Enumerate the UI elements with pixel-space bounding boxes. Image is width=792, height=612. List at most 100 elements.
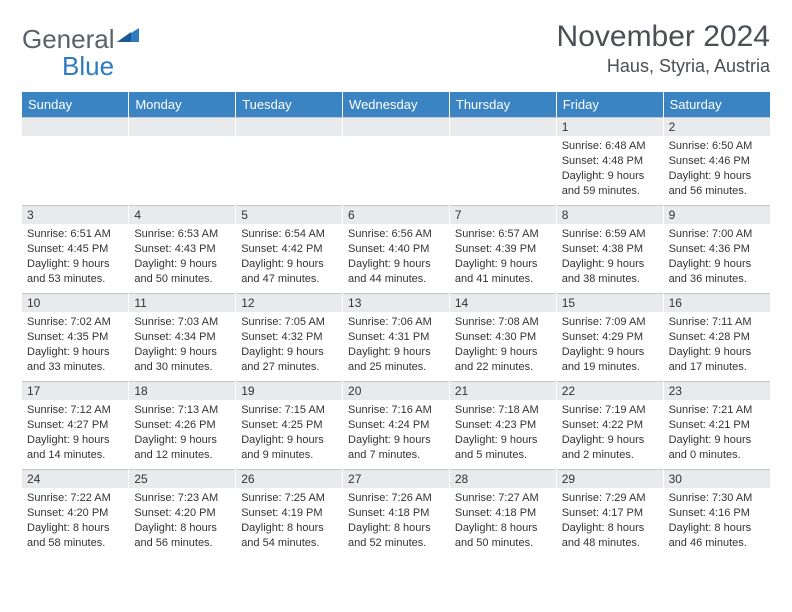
daylight1-text: Daylight: 9 hours [455,345,551,360]
day-number: 4 [129,205,235,224]
daylight1-text: Daylight: 9 hours [455,257,551,272]
calendar-cell: 3Sunrise: 6:51 AMSunset: 4:45 PMDaylight… [22,205,129,293]
day-content: Sunrise: 6:57 AMSunset: 4:39 PMDaylight:… [450,224,556,290]
sunrise-text: Sunrise: 7:12 AM [27,403,123,418]
daylight2-text: and 50 minutes. [455,536,551,551]
calendar-cell: 23 Sunrise: 7:21 AMSunset: 4:21 PMDayligh… [663,381,770,469]
sunset-text: Sunset: 4:36 PM [669,242,765,257]
sunrise-text: Sunrise: 7:05 AM [241,315,337,330]
day-content: Sunrise: 7:09 AMSunset: 4:29 PMDaylight:… [557,312,663,378]
calendar-cell: 12Sunrise: 7:05 AMSunset: 4:32 PMDayligh… [236,293,343,381]
logo: General Blue [22,20,139,80]
sunset-text: Sunset: 4:21 PM [669,418,765,433]
day-content: Sunrise: 7:05 AMSunset: 4:32 PMDaylight:… [236,312,342,378]
sunrise-text: Sunrise: 7:27 AM [455,491,551,506]
daylight2-text: and 30 minutes. [134,360,230,375]
daylight2-text: and 9 minutes. [241,448,337,463]
day-content: Sunrise: 7:13 AMSunset: 4:26 PMDaylight:… [129,400,235,466]
sunset-text: Sunset: 4:18 PM [348,506,444,521]
day-content: Sunrise: 6:54 AMSunset: 4:42 PMDaylight:… [236,224,342,290]
sunrise-text: Sunrise: 7:21 AM [669,403,765,418]
sunset-text: Sunset: 4:18 PM [455,506,551,521]
sunrise-text: Sunrise: 7:26 AM [348,491,444,506]
daylight1-text: Daylight: 9 hours [134,345,230,360]
sunset-text: Sunset: 4:45 PM [27,242,123,257]
calendar-cell: 4 Sunrise: 6:53 AMSunset: 4:43 PMDaylight… [129,205,236,293]
day-content: Sunrise: 6:59 AMSunset: 4:38 PMDaylight:… [557,224,663,290]
sunrise-text: Sunrise: 7:02 AM [27,315,123,330]
calendar-cell [343,117,450,205]
daylight2-text: and 54 minutes. [241,536,337,551]
calendar-cell: 9Sunrise: 7:00 AMSunset: 4:36 PMDaylight… [663,205,770,293]
calendar-cell: 22Sunrise: 7:19 AMSunset: 4:22 PMDayligh… [556,381,663,469]
sunset-text: Sunset: 4:20 PM [27,506,123,521]
sunset-text: Sunset: 4:48 PM [562,154,658,169]
day-content: Sunrise: 7:12 AMSunset: 4:27 PMDaylight:… [22,400,128,466]
logo-text-block: General Blue [22,26,139,80]
daylight2-text: and 0 minutes. [669,448,765,463]
calendar-cell: 30Sunrise: 7:30 AMSunset: 4:16 PMDayligh… [663,469,770,557]
day-number: 10 [22,293,128,312]
sunset-text: Sunset: 4:34 PM [134,330,230,345]
day-number: 16 [664,293,770,312]
day-number: 23 [664,381,770,400]
daylight2-text: and 7 minutes. [348,448,444,463]
day-number: 17 [22,381,128,400]
daylight2-text: and 2 minutes. [562,448,658,463]
sunrise-text: Sunrise: 7:06 AM [348,315,444,330]
calendar-cell [449,117,556,205]
sunset-text: Sunset: 4:29 PM [562,330,658,345]
header: General Blue November 2024 Haus, Styria,… [22,20,770,80]
sunset-text: Sunset: 4:28 PM [669,330,765,345]
daylight2-text: and 17 minutes. [669,360,765,375]
daylight2-text: and 50 minutes. [134,272,230,287]
logo-triangle-icon [117,26,139,47]
day-content: Sunrise: 6:48 AMSunset: 4:48 PMDaylight:… [557,136,663,202]
sunset-text: Sunset: 4:43 PM [134,242,230,257]
location: Haus, Styria, Austria [557,56,770,77]
day-number [129,117,235,136]
day-content: Sunrise: 7:23 AMSunset: 4:20 PMDaylight:… [129,488,235,554]
calendar-cell: 10Sunrise: 7:02 AMSunset: 4:35 PMDayligh… [22,293,129,381]
daylight1-text: Daylight: 8 hours [27,521,123,536]
day-content: Sunrise: 7:26 AMSunset: 4:18 PMDaylight:… [343,488,449,554]
day-number [343,117,449,136]
daylight2-text: and 36 minutes. [669,272,765,287]
calendar-cell: 8Sunrise: 6:59 AMSunset: 4:38 PMDaylight… [556,205,663,293]
sunrise-text: Sunrise: 6:54 AM [241,227,337,242]
day-content: Sunrise: 6:51 AMSunset: 4:45 PMDaylight:… [22,224,128,290]
daylight1-text: Daylight: 9 hours [348,345,444,360]
sunset-text: Sunset: 4:17 PM [562,506,658,521]
weekday-header: Tuesday [236,92,343,117]
logo-text-top: General [22,24,115,54]
daylight1-text: Daylight: 9 hours [134,257,230,272]
sunset-text: Sunset: 4:16 PM [669,506,765,521]
daylight1-text: Daylight: 9 hours [27,345,123,360]
sunset-text: Sunset: 4:27 PM [27,418,123,433]
day-number: 22 [557,381,663,400]
sunset-text: Sunset: 4:32 PM [241,330,337,345]
daylight2-text: and 19 minutes. [562,360,658,375]
daylight2-text: and 22 minutes. [455,360,551,375]
daylight1-text: Daylight: 9 hours [562,345,658,360]
day-number: 8 [557,205,663,224]
day-content: Sunrise: 7:29 AMSunset: 4:17 PMDaylight:… [557,488,663,554]
weekday-header: Saturday [663,92,770,117]
sunrise-text: Sunrise: 7:29 AM [562,491,658,506]
day-number: 12 [236,293,342,312]
day-number: 21 [450,381,556,400]
day-content: Sunrise: 7:27 AMSunset: 4:18 PMDaylight:… [450,488,556,554]
daylight2-text: and 14 minutes. [27,448,123,463]
weekday-header: Sunday [22,92,129,117]
daylight1-text: Daylight: 8 hours [455,521,551,536]
weekday-header: Wednesday [343,92,450,117]
daylight2-text: and 12 minutes. [134,448,230,463]
sunrise-text: Sunrise: 6:53 AM [134,227,230,242]
day-number [22,117,128,136]
calendar-cell: 21Sunrise: 7:18 AMSunset: 4:23 PMDayligh… [449,381,556,469]
daylight1-text: Daylight: 9 hours [669,433,765,448]
daylight2-text: and 53 minutes. [27,272,123,287]
day-number: 14 [450,293,556,312]
daylight2-text: and 52 minutes. [348,536,444,551]
sunrise-text: Sunrise: 7:25 AM [241,491,337,506]
